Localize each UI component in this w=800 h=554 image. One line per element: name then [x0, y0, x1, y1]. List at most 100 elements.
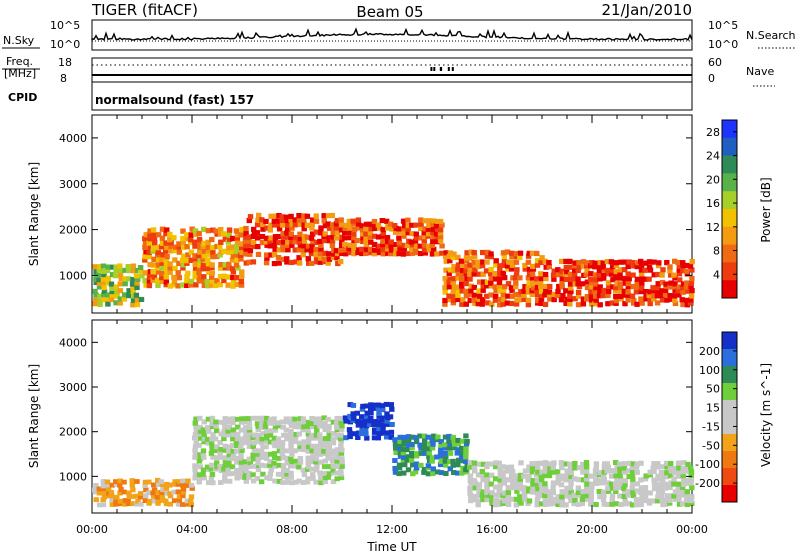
heatmap-cell: [617, 465, 623, 471]
heatmap-cell: [550, 465, 556, 471]
colorbar-segment: [722, 244, 737, 263]
heatmap-cell: [334, 230, 341, 236]
heatmap-cell: [484, 253, 491, 259]
heatmap-cell: [126, 490, 132, 496]
heatmap-cell: [567, 271, 574, 277]
heatmap-cell: [501, 287, 507, 293]
colorbar-frame: [721, 119, 738, 299]
heatmap-cell: [659, 497, 665, 503]
heatmap-cell: [535, 494, 541, 500]
heatmap-cell: [513, 480, 519, 486]
heatmap-cell: [593, 502, 599, 508]
heatmap-cell: [188, 282, 194, 288]
heatmap-cell: [193, 231, 199, 237]
heatmap-cell: [146, 282, 153, 289]
heatmap-cell: [542, 498, 548, 504]
heatmap-cell: [201, 419, 207, 425]
heatmap-cell: [550, 480, 557, 486]
heatmap-cell: [380, 247, 386, 253]
heatmap-cell: [330, 431, 337, 436]
heatmap-cell: [285, 227, 291, 233]
heatmap-cell: [526, 272, 533, 278]
heatmap-cell: [289, 436, 295, 442]
date-title: 21/Jan/2010: [602, 1, 693, 19]
heatmap-cell: [613, 501, 619, 507]
heatmap-cell: [171, 274, 177, 281]
heatmap-cell: [489, 490, 495, 496]
heatmap-cell: [304, 479, 311, 485]
heatmap-cell: [180, 239, 186, 245]
heatmap-cell: [101, 490, 108, 496]
heatmap-cell: [651, 477, 657, 483]
heatmap-cell: [279, 419, 285, 425]
heatmap-cell: [546, 289, 553, 295]
heatmap-cell: [588, 263, 594, 269]
heatmap-cell: [413, 235, 420, 241]
heatmap-cell: [459, 301, 465, 307]
heatmap-cell: [426, 446, 432, 452]
heatmap-cell: [230, 427, 237, 433]
heatmap-cell: [360, 419, 366, 425]
heatmap-cell: [239, 244, 245, 251]
heatmap-cell: [225, 467, 231, 473]
heatmap-cell: [359, 223, 365, 229]
heatmap-cell: [421, 446, 427, 452]
heatmap-cell: [451, 268, 458, 274]
heatmap-cell: [276, 240, 282, 246]
heatmap-cell: [255, 463, 262, 468]
heatmap-cell: [651, 288, 657, 294]
heatmap-cell: [421, 242, 428, 248]
heatmap-cell: [442, 442, 448, 448]
heatmap-cell: [301, 213, 307, 219]
heatmap-cell: [113, 479, 119, 484]
heatmap-cell: [651, 481, 658, 487]
heatmap-cell: [205, 239, 211, 245]
colorbar-tick-label: -15: [702, 420, 720, 433]
heatmap-cell: [613, 260, 619, 266]
heatmap-cell: [209, 274, 215, 280]
heatmap-cell: [264, 439, 270, 444]
heatmap-cell: [242, 475, 248, 480]
heatmap-cell: [363, 231, 369, 237]
heatmap-cell: [330, 436, 337, 442]
heatmap-cell: [422, 250, 429, 256]
heatmap-cell: [118, 487, 124, 492]
heatmap-cell: [479, 472, 486, 478]
heatmap-cell: [130, 487, 136, 493]
heatmap-cell: [459, 272, 465, 278]
heatmap-cell: [567, 477, 574, 483]
heatmap-cell: [413, 461, 420, 467]
heatmap-cell: [410, 471, 416, 477]
heatmap-cell: [681, 477, 687, 483]
heatmap-cell: [413, 465, 420, 471]
heatmap-cell: [575, 501, 581, 507]
heatmap-cell: [388, 434, 394, 440]
heatmap-cell: [276, 456, 282, 461]
heatmap-cell: [558, 297, 565, 303]
heatmap-cell: [214, 231, 220, 237]
heatmap-cell: [534, 460, 541, 466]
heatmap-cell: [443, 280, 450, 286]
heatmap-cell: [667, 264, 673, 270]
heatmap-cell: [214, 428, 220, 434]
heatmap-cell: [585, 493, 591, 499]
heatmap-cell: [130, 263, 137, 269]
heatmap-cell: [626, 259, 632, 265]
heatmap-cell: [376, 243, 383, 249]
heatmap-cell: [684, 302, 691, 308]
heatmap-cell: [301, 222, 307, 228]
heatmap-cell: [572, 465, 578, 471]
heatmap-cell: [301, 217, 307, 223]
heatmap-cell: [209, 443, 215, 449]
heatmap-cell: [117, 478, 123, 484]
heatmap-cell: [313, 218, 320, 224]
heatmap-cell: [158, 479, 165, 485]
heatmap-cell: [668, 280, 674, 286]
y-tick-label: 3000: [59, 178, 87, 191]
heatmap-cell: [217, 243, 223, 249]
heatmap-cell: [147, 228, 153, 234]
heatmap-cell: [431, 433, 437, 439]
heatmap-cell: [159, 278, 166, 285]
heatmap-cell: [480, 489, 486, 495]
heatmap-cell: [193, 416, 199, 422]
